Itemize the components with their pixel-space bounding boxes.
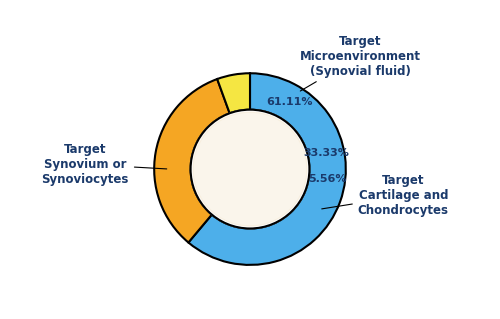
Text: 33.33%: 33.33% (303, 148, 349, 158)
Circle shape (190, 110, 310, 228)
Text: 61.11%: 61.11% (266, 97, 312, 107)
Wedge shape (217, 73, 250, 113)
Text: Target
Microenvironment
(Synovial fluid): Target Microenvironment (Synovial fluid) (300, 34, 420, 91)
Circle shape (193, 112, 307, 226)
Text: 5.56%: 5.56% (308, 174, 346, 184)
Text: Target
Cartilage and
Chondrocytes: Target Cartilage and Chondrocytes (322, 174, 449, 218)
Wedge shape (188, 73, 346, 265)
Wedge shape (154, 79, 230, 242)
Text: Target
Synovium or
Synoviocytes: Target Synovium or Synoviocytes (42, 143, 166, 186)
